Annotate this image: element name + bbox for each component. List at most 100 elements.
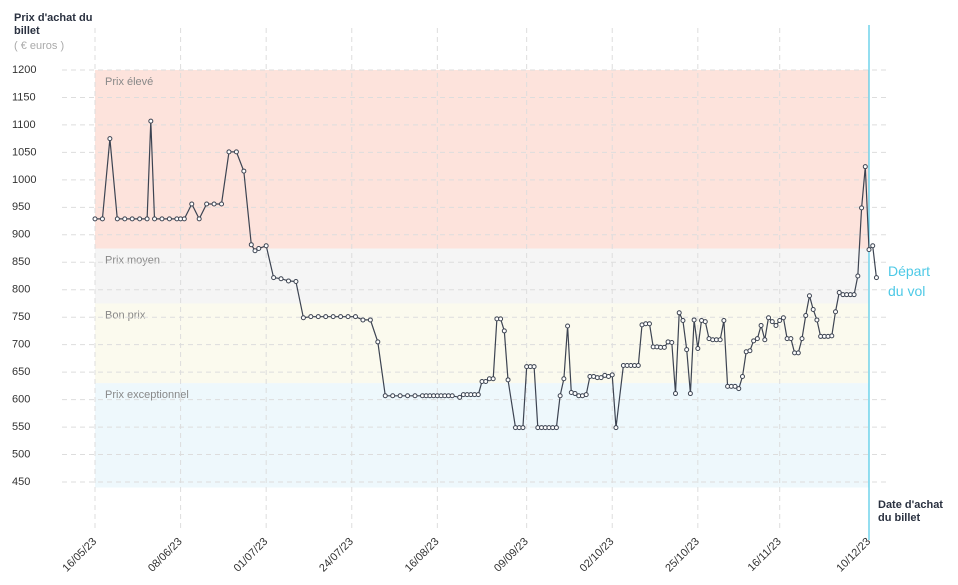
price-point — [732, 383, 738, 389]
price-point — [137, 216, 143, 222]
y-tick-label: 600 — [12, 394, 30, 406]
price-point — [107, 136, 113, 142]
price-point — [92, 216, 98, 222]
price-point — [226, 149, 232, 155]
price-point — [691, 317, 697, 323]
price-point — [814, 317, 820, 323]
price-point — [505, 377, 511, 383]
price-point — [308, 314, 314, 320]
price-point — [405, 393, 411, 399]
price-point — [673, 391, 678, 397]
price-point — [598, 375, 604, 381]
y-tick-label: 650 — [12, 366, 30, 378]
y-tick-label: 900 — [12, 229, 30, 241]
price-point — [129, 216, 135, 222]
price-point — [256, 246, 262, 252]
price-band — [95, 383, 869, 488]
x-tick-label: 25/10/23 — [663, 536, 702, 575]
price-point — [676, 310, 682, 316]
price-point — [561, 376, 567, 382]
y-tick-label: 1150 — [12, 91, 36, 103]
price-point — [490, 376, 496, 382]
price-point — [684, 347, 690, 353]
price-point — [271, 275, 277, 281]
price-point — [747, 348, 753, 354]
y-tick-label: 750 — [12, 311, 30, 323]
price-point — [646, 321, 652, 327]
y-tick-label: 800 — [12, 284, 30, 296]
y-tick-label: 1000 — [12, 174, 36, 186]
price-point — [795, 350, 801, 356]
price-point — [736, 386, 742, 392]
price-point — [833, 309, 839, 315]
price-point — [855, 273, 861, 279]
price-point — [721, 317, 727, 323]
price-point — [751, 338, 757, 344]
price-point — [114, 216, 120, 222]
price-point — [687, 391, 693, 397]
y-axis-title: Prix d'achat du billet — [14, 12, 93, 37]
price-point — [609, 372, 615, 378]
price-point — [457, 394, 463, 400]
price-point — [483, 378, 489, 384]
price-point — [278, 276, 284, 282]
price-point — [870, 243, 876, 249]
x-tick-label: 02/10/23 — [578, 536, 617, 575]
price-band — [95, 248, 869, 304]
price-point — [189, 201, 195, 207]
price-point — [211, 201, 217, 207]
y-axis-unit: ( € euros ) — [14, 40, 65, 52]
y-tick-label: 1200 — [12, 64, 36, 76]
price-point — [159, 216, 165, 222]
price-point — [520, 425, 526, 431]
price-point — [806, 293, 812, 299]
price-point — [695, 346, 701, 352]
price-point — [758, 322, 764, 328]
price-point — [635, 363, 641, 369]
y-tick-label: 450 — [12, 476, 30, 488]
price-point — [583, 392, 589, 398]
y-tick-label: 1050 — [12, 146, 36, 158]
price-band — [95, 70, 869, 249]
price-point — [836, 289, 842, 295]
x-tick-label: 01/07/23 — [232, 536, 271, 575]
price-point — [777, 317, 783, 323]
x-tick-label: 10/12/23 — [834, 536, 873, 575]
y-tick-label: 550 — [12, 421, 30, 433]
band-label: Bon prix — [105, 309, 146, 321]
price-point — [498, 316, 504, 322]
price-point — [717, 337, 723, 343]
price-point — [501, 328, 507, 334]
price-point — [382, 393, 388, 399]
price-point — [788, 336, 794, 342]
price-point — [352, 314, 358, 320]
price-point — [293, 278, 299, 284]
price-point — [367, 317, 373, 323]
price-point — [330, 314, 336, 320]
price-point — [219, 201, 225, 207]
price-point — [762, 337, 768, 343]
price-point — [148, 118, 154, 124]
price-point — [449, 393, 455, 399]
x-tick-label: 09/09/23 — [492, 536, 531, 575]
price-point — [252, 248, 258, 254]
price-point — [323, 314, 329, 320]
price-point — [565, 323, 571, 329]
price-point — [122, 216, 128, 222]
price-point — [315, 314, 321, 320]
price-point — [99, 216, 105, 222]
price-point — [475, 392, 481, 398]
price-point — [196, 216, 202, 222]
price-point — [360, 317, 366, 323]
price-point — [799, 336, 805, 342]
price-point — [859, 205, 865, 211]
price-point — [754, 336, 760, 342]
price-point — [248, 242, 254, 248]
price-point — [531, 364, 537, 370]
band-label: Prix exceptionnel — [105, 389, 189, 401]
y-tick-label: 500 — [12, 448, 30, 460]
price-point — [412, 393, 418, 399]
price-point — [829, 333, 835, 339]
